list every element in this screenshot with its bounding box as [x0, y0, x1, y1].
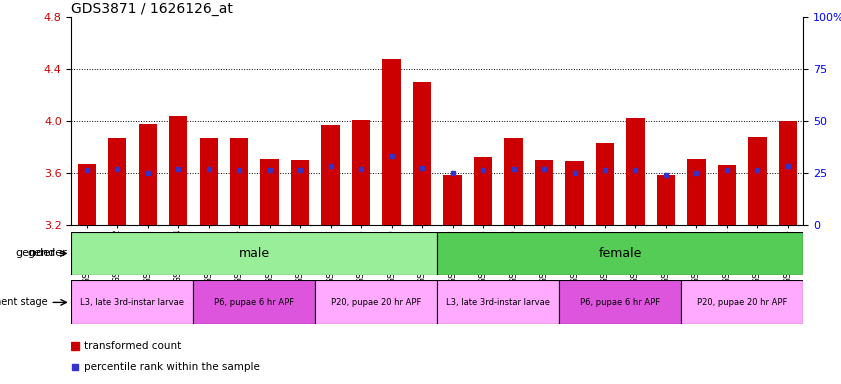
Text: P6, pupae 6 hr APF: P6, pupae 6 hr APF [214, 298, 294, 307]
Bar [193, 280, 315, 324]
Bar [71, 232, 437, 275]
Bar [627, 118, 644, 225]
Bar [413, 82, 431, 225]
Bar [437, 232, 803, 275]
Bar [437, 280, 559, 324]
Bar [169, 116, 188, 225]
Text: L3, late 3rd-instar larvae: L3, late 3rd-instar larvae [447, 298, 550, 307]
Bar [261, 159, 278, 225]
Text: gender: gender [28, 248, 67, 258]
Bar [717, 165, 736, 225]
Bar [565, 161, 584, 225]
Bar [71, 280, 193, 324]
Bar [352, 120, 370, 225]
Bar [505, 138, 522, 225]
Text: P20, pupae 20 hr APF: P20, pupae 20 hr APF [697, 298, 787, 307]
Bar [535, 160, 553, 225]
Text: female: female [599, 247, 642, 260]
Bar [595, 143, 614, 225]
Bar [139, 124, 156, 225]
Bar [687, 159, 706, 225]
Bar [779, 121, 797, 225]
Bar [108, 138, 126, 225]
Bar [291, 160, 309, 225]
Text: L3, late 3rd-instar larvae: L3, late 3rd-instar larvae [81, 298, 184, 307]
Bar [315, 280, 437, 324]
Bar [199, 138, 218, 225]
Text: transformed count: transformed count [84, 341, 182, 351]
Text: P6, pupae 6 hr APF: P6, pupae 6 hr APF [580, 298, 660, 307]
Bar [321, 125, 340, 225]
Bar [657, 175, 675, 225]
Bar [77, 164, 96, 225]
Text: male: male [239, 247, 270, 260]
Text: GDS3871 / 1626126_at: GDS3871 / 1626126_at [71, 2, 233, 16]
Bar [681, 280, 803, 324]
Bar [230, 138, 248, 225]
Bar [559, 280, 681, 324]
Text: P20, pupae 20 hr APF: P20, pupae 20 hr APF [331, 298, 421, 307]
Bar [383, 59, 400, 225]
Bar [748, 137, 766, 225]
Text: gender: gender [16, 248, 56, 258]
Bar [443, 175, 462, 225]
Bar [473, 157, 492, 225]
Text: development stage: development stage [0, 297, 47, 308]
Text: percentile rank within the sample: percentile rank within the sample [84, 362, 260, 372]
